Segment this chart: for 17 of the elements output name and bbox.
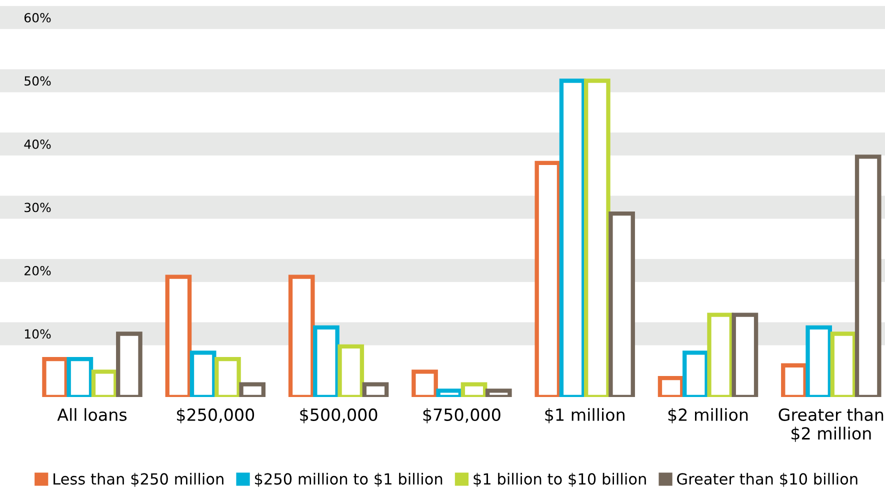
legend-label: $250 million to $1 billion	[254, 472, 442, 487]
y-tick-label: 60%	[24, 12, 51, 22]
y-tick-label: 20%	[24, 266, 51, 276]
x-tick-label: $250,000	[177, 408, 254, 424]
x-tick-label: $2 million	[668, 408, 748, 424]
x-tick-label: All loans	[57, 408, 127, 422]
legend-label: $1 billion to $10 billion	[474, 472, 646, 487]
x-tick-label: $500,000	[300, 408, 378, 424]
y-tick-label: 10%	[24, 329, 51, 339]
y-tick-label: 50%	[24, 76, 51, 86]
x-tick-label: $750,000	[423, 408, 500, 424]
x-tick-label: Greater than $2 million	[778, 408, 884, 442]
y-tick-label: 40%	[24, 139, 51, 149]
y-tick-label: 30%	[24, 202, 51, 212]
legend-label: Greater than $10 billion	[677, 472, 858, 487]
x-tick-label: $1 million	[545, 408, 624, 424]
legend-label: Less than $250 million	[54, 472, 224, 487]
